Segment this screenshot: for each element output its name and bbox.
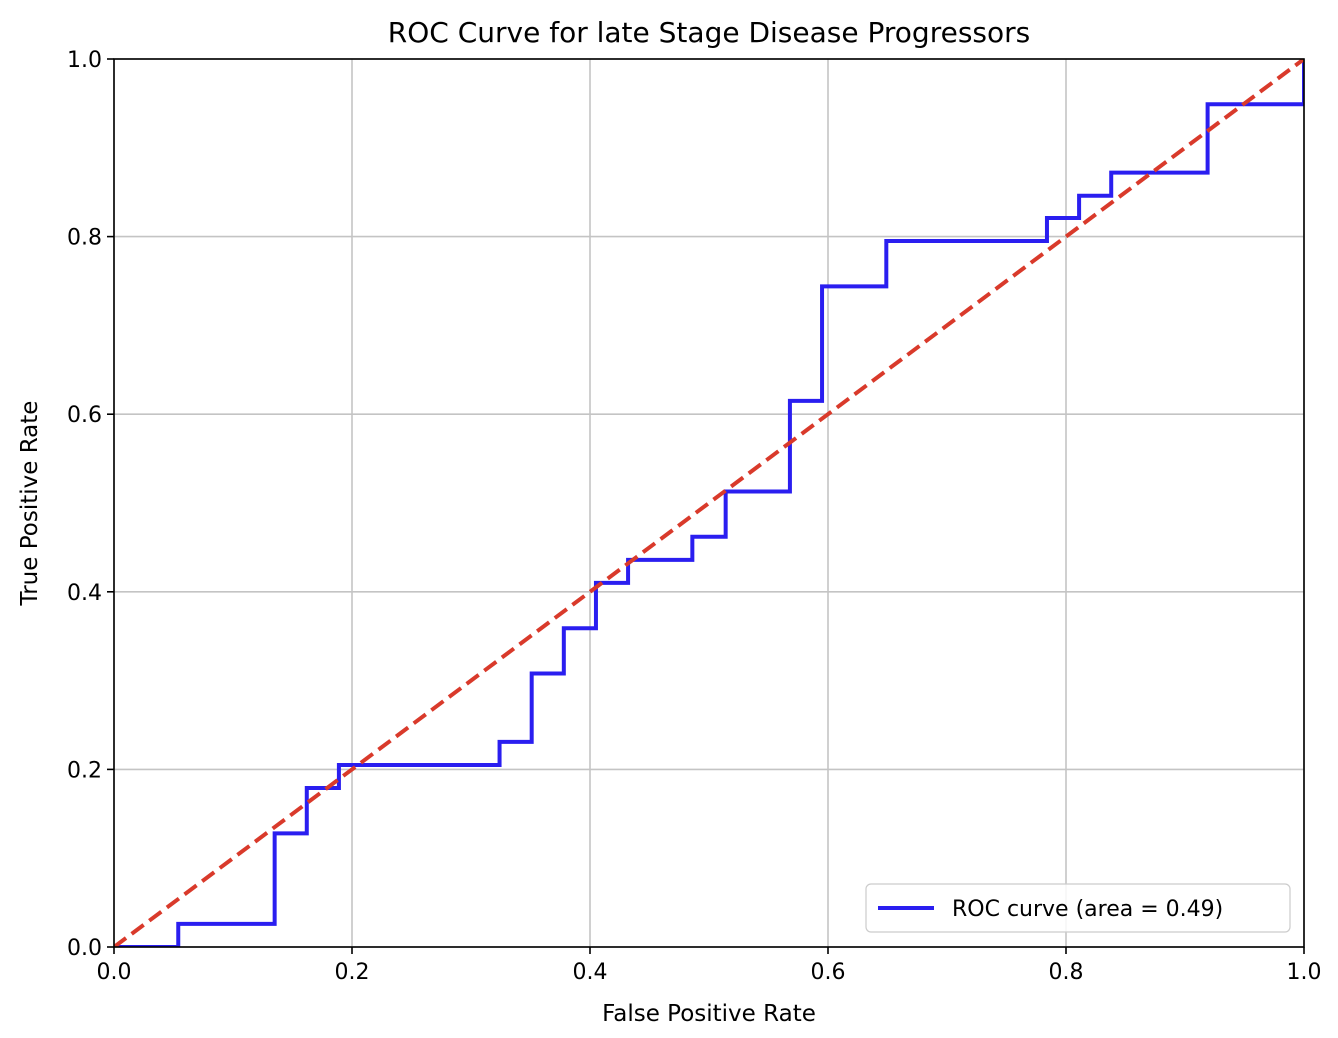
x-tick-label: 0.0 (97, 960, 132, 985)
y-tick-label: 0.8 (67, 226, 102, 251)
roc-curve-line (114, 59, 1304, 947)
series-layer (114, 59, 1304, 947)
y-axis-ticks: 0.0 0.2 0.4 0.6 0.8 1.0 (67, 48, 114, 961)
x-tick-label: 0.4 (573, 960, 608, 985)
y-axis-label: True Positive Rate (17, 401, 43, 607)
x-tick-label: 0.8 (1049, 960, 1084, 985)
plot-frame (113, 58, 1305, 948)
x-tick-label: 0.6 (811, 960, 846, 985)
x-axis-ticks: 0.0 0.2 0.4 0.6 0.8 1.0 (97, 947, 1322, 985)
chart-title: ROC Curve for late Stage Disease Progres… (388, 16, 1030, 49)
y-tick-label: 0.2 (67, 758, 102, 783)
y-tick-label: 0.4 (67, 581, 102, 606)
y-tick-label: 0.0 (67, 936, 102, 961)
y-tick-label: 0.6 (67, 403, 102, 428)
legend-label-roc: ROC curve (area = 0.49) (952, 897, 1223, 922)
y-tick-label: 1.0 (67, 48, 102, 73)
legend-box (865, 883, 1291, 933)
legend: ROC curve (area = 0.49) (865, 883, 1291, 933)
grid-lines (113, 58, 1305, 948)
x-tick-label: 1.0 (1287, 960, 1322, 985)
x-tick-label: 0.2 (335, 960, 370, 985)
x-axis-label: False Positive Rate (602, 1001, 816, 1027)
chance-diagonal-line (114, 59, 1304, 947)
